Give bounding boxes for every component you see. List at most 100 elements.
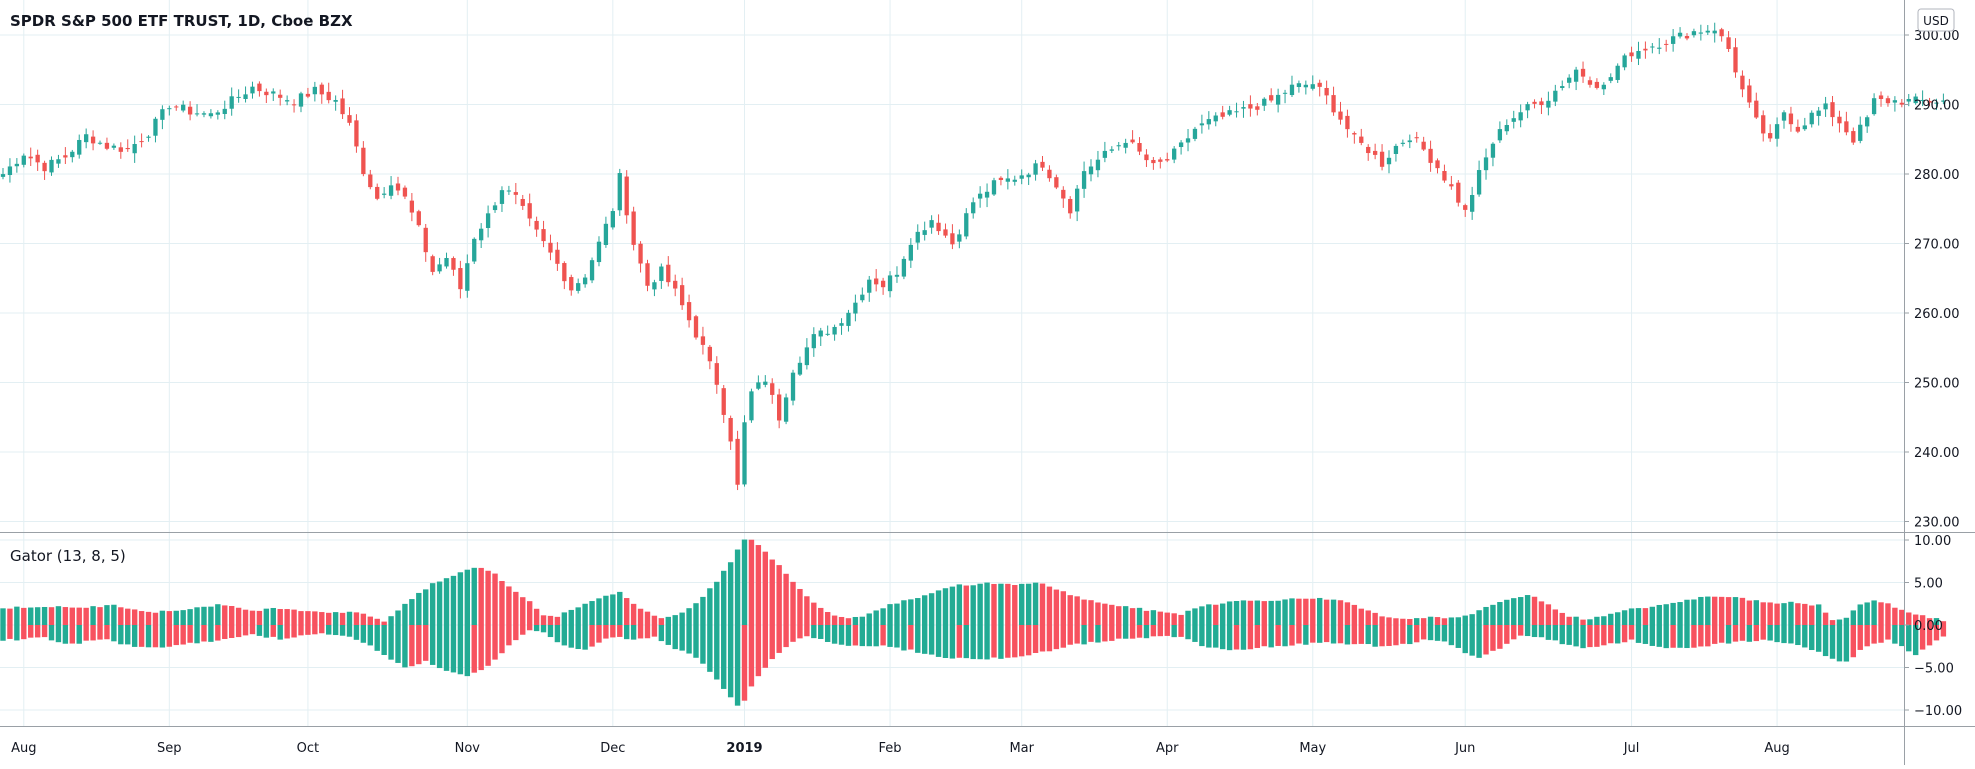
- candle-body[interactable]: [596, 241, 602, 263]
- gator-lower-bar[interactable]: [1718, 625, 1725, 643]
- candle-body[interactable]: [700, 336, 706, 345]
- gator-upper-bar[interactable]: [492, 573, 498, 625]
- gator-upper-bar[interactable]: [360, 613, 367, 625]
- gator-lower-bar[interactable]: [921, 625, 928, 654]
- gator-lower-bar[interactable]: [1739, 625, 1746, 641]
- gator-upper-bar[interactable]: [582, 603, 588, 625]
- gator-lower-bar[interactable]: [305, 625, 311, 635]
- gator-lower-bar[interactable]: [1046, 625, 1053, 652]
- candle-body[interactable]: [1664, 43, 1669, 45]
- gator-lower-bar[interactable]: [1802, 625, 1808, 648]
- gator-lower-bar[interactable]: [526, 625, 533, 631]
- gator-lower-bar[interactable]: [561, 625, 568, 646]
- gator-upper-bar[interactable]: [1649, 606, 1656, 625]
- gator-lower-bar[interactable]: [312, 625, 318, 635]
- candle-body[interactable]: [1636, 50, 1641, 59]
- candle-body[interactable]: [201, 113, 207, 115]
- gator-lower-bar[interactable]: [1511, 625, 1517, 640]
- gator-lower-bar[interactable]: [644, 625, 651, 639]
- candle-body[interactable]: [361, 147, 366, 175]
- gator-lower-bar[interactable]: [1372, 625, 1378, 647]
- gator-upper-bar[interactable]: [1386, 617, 1392, 625]
- gator-lower-bar[interactable]: [915, 625, 921, 653]
- candle-body[interactable]: [839, 323, 844, 326]
- candle-body[interactable]: [984, 191, 990, 198]
- gator-upper-bar[interactable]: [284, 609, 290, 625]
- candle-body[interactable]: [1359, 136, 1364, 143]
- gator-lower-bar[interactable]: [1843, 625, 1850, 662]
- gator-lower-bar[interactable]: [443, 625, 450, 671]
- candle-body[interactable]: [97, 142, 103, 144]
- gator-lower-bar[interactable]: [1621, 625, 1628, 643]
- gator-lower-bar[interactable]: [1289, 625, 1295, 646]
- gator-lower-bar[interactable]: [533, 625, 540, 632]
- candle-body[interactable]: [333, 100, 338, 102]
- candle-body[interactable]: [783, 397, 789, 422]
- candle-body[interactable]: [1075, 188, 1080, 212]
- gator-lower-bar[interactable]: [152, 625, 159, 648]
- gator-upper-bar[interactable]: [104, 605, 110, 625]
- gator-upper-bar[interactable]: [1670, 602, 1676, 625]
- gator-upper-bar[interactable]: [1441, 618, 1448, 625]
- gator-lower-bar[interactable]: [1441, 625, 1448, 642]
- gator-upper-bar[interactable]: [180, 610, 186, 625]
- candle-body[interactable]: [1012, 179, 1017, 182]
- gator-lower-bar[interactable]: [1836, 625, 1843, 662]
- gator-upper-bar[interactable]: [804, 596, 810, 625]
- gator-lower-bar[interactable]: [1095, 625, 1101, 643]
- candle-body[interactable]: [1400, 142, 1406, 144]
- candle-body[interactable]: [437, 264, 442, 272]
- candle-body[interactable]: [1088, 166, 1094, 175]
- candle-body[interactable]: [181, 104, 186, 111]
- gator-lower-bar[interactable]: [457, 625, 464, 675]
- gator-lower-bar[interactable]: [617, 625, 623, 637]
- gator-lower-bar[interactable]: [1788, 625, 1794, 644]
- gator-upper-bar[interactable]: [228, 606, 235, 625]
- candle-body[interactable]: [1774, 124, 1780, 139]
- candle-body[interactable]: [14, 163, 20, 167]
- gator-lower-bar[interactable]: [1926, 625, 1933, 646]
- gator-upper-bar[interactable]: [721, 570, 727, 625]
- candle-body[interactable]: [763, 381, 768, 385]
- candle-body[interactable]: [35, 154, 40, 163]
- candle-body[interactable]: [721, 388, 726, 415]
- gator-upper-bar[interactable]: [915, 598, 921, 625]
- candle-body[interactable]: [880, 280, 886, 288]
- candle-body[interactable]: [1379, 151, 1385, 167]
- candle-body[interactable]: [1761, 115, 1766, 134]
- candle-body[interactable]: [395, 183, 401, 191]
- gator-lower-bar[interactable]: [499, 625, 505, 654]
- candle-body[interactable]: [1220, 112, 1225, 117]
- gator-lower-bar[interactable]: [194, 625, 200, 644]
- gator-lower-bar[interactable]: [1136, 625, 1143, 638]
- candle-body[interactable]: [673, 280, 678, 289]
- candle-body[interactable]: [1366, 146, 1371, 154]
- candle-body[interactable]: [1844, 121, 1849, 133]
- candle-body[interactable]: [1622, 55, 1627, 68]
- candle-body[interactable]: [1504, 125, 1509, 132]
- gator-lower-bar[interactable]: [1081, 625, 1087, 645]
- gator-upper-bar[interactable]: [547, 615, 554, 625]
- candle-body[interactable]: [1109, 149, 1114, 151]
- gator-upper-bar[interactable]: [1019, 583, 1025, 625]
- gator-upper-bar[interactable]: [658, 618, 665, 625]
- gator-lower-bar[interactable]: [1337, 625, 1344, 644]
- candle-body[interactable]: [957, 234, 962, 242]
- gator-lower-bar[interactable]: [991, 625, 997, 658]
- gator-lower-bar[interactable]: [1545, 625, 1552, 640]
- candle-body[interactable]: [1068, 198, 1073, 214]
- candle-body[interactable]: [1442, 171, 1447, 181]
- candle-body[interactable]: [451, 258, 456, 270]
- gator-upper-bar[interactable]: [596, 598, 602, 625]
- candle-body[interactable]: [104, 142, 110, 149]
- candle-body[interactable]: [1684, 35, 1690, 39]
- gator-lower-bar[interactable]: [222, 625, 228, 639]
- gator-upper-bar[interactable]: [887, 604, 893, 625]
- gator-lower-bar[interactable]: [492, 625, 498, 660]
- gator-lower-bar[interactable]: [1559, 625, 1565, 645]
- candle-body[interactable]: [1282, 92, 1288, 94]
- candle-body[interactable]: [1906, 98, 1911, 102]
- gator-lower-bar[interactable]: [797, 625, 803, 639]
- gator-upper-bar[interactable]: [1940, 621, 1947, 625]
- candle-body[interactable]: [1414, 137, 1419, 139]
